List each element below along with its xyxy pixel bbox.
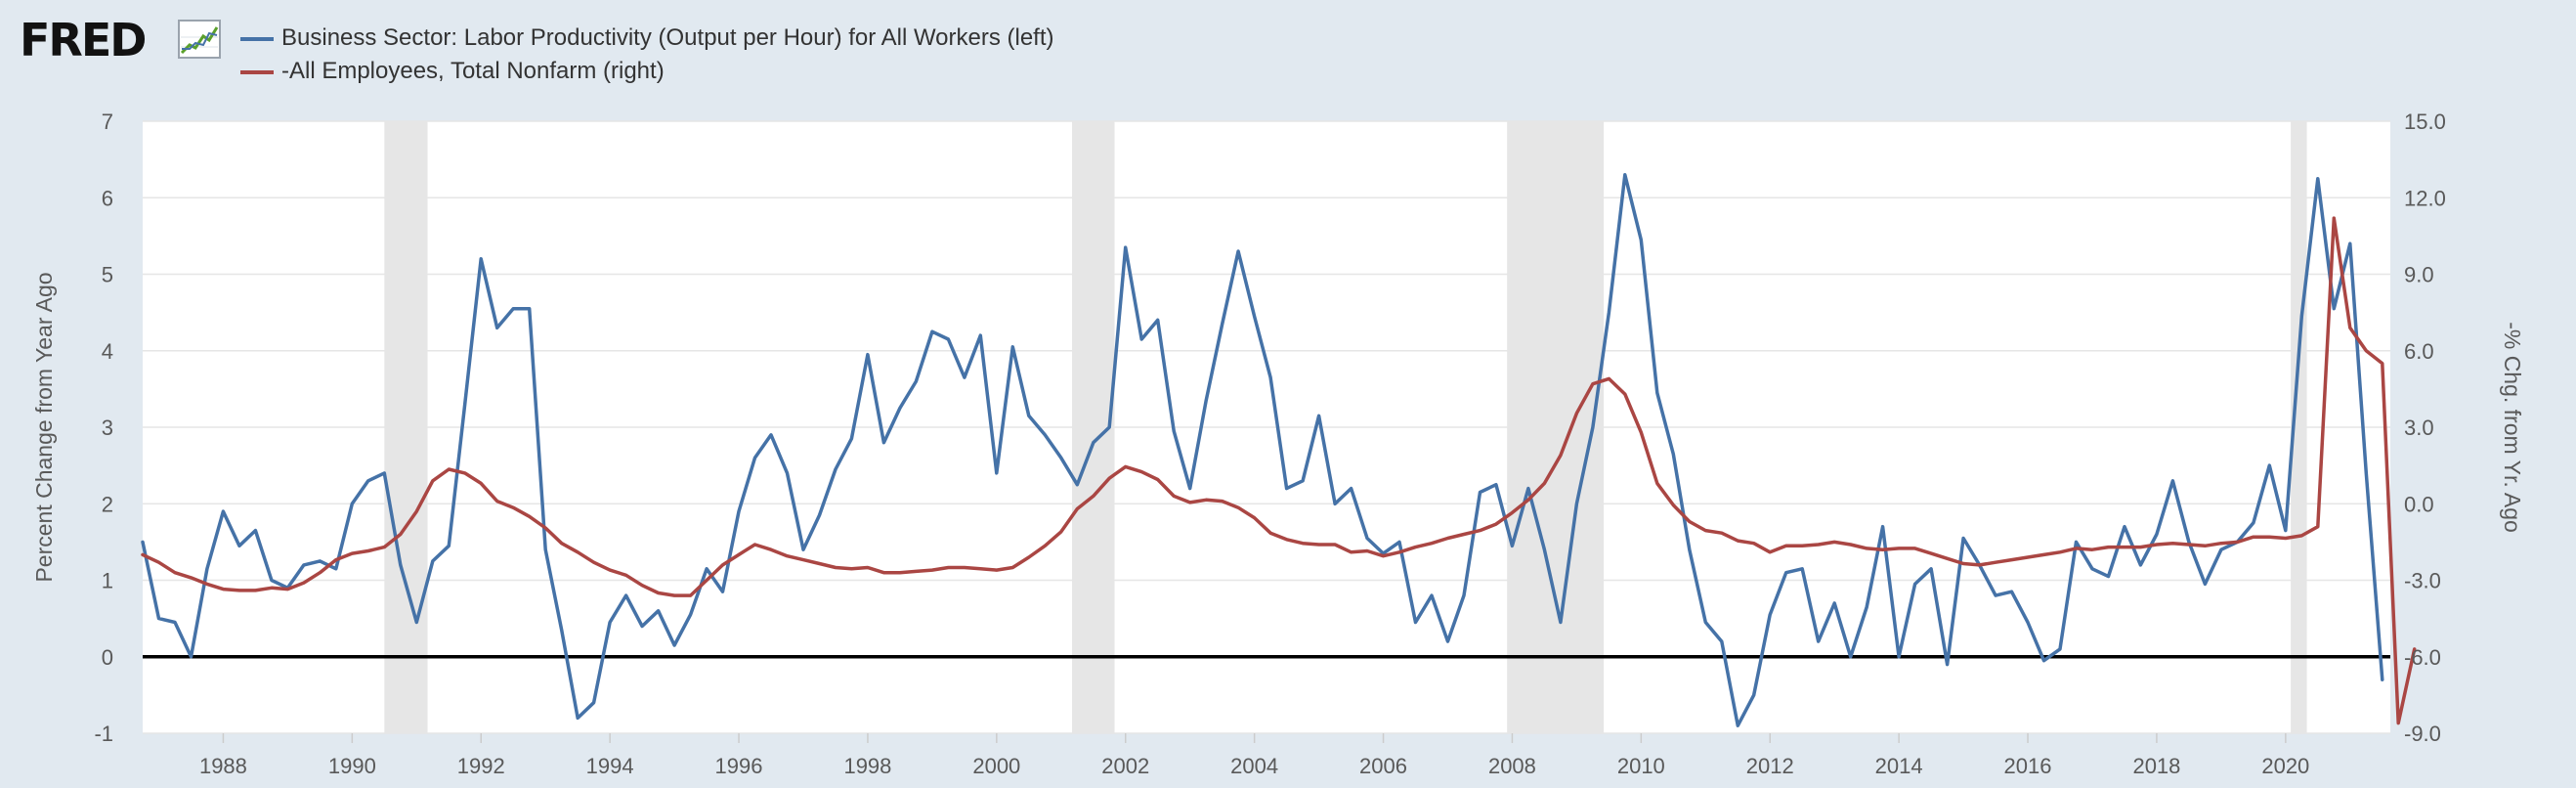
x-tick-label: 2002 — [1101, 754, 1149, 778]
y-tick-label-left: 6 — [102, 186, 113, 210]
y-tick-label-left: 1 — [102, 569, 113, 593]
chart-header: FRED Business Sector: Labor Productivity… — [0, 0, 2576, 108]
y-tick-label-left: 7 — [102, 109, 113, 134]
y-tick-label-right: -6.0 — [2404, 645, 2441, 670]
x-tick-label: 1990 — [328, 754, 376, 778]
x-tick-label: 2020 — [2261, 754, 2309, 778]
x-tick-label: 2010 — [1617, 754, 1665, 778]
series-line-productivity[interactable] — [141, 173, 2384, 727]
y-tick-label-left: 2 — [102, 492, 113, 516]
x-tick-label: 2018 — [2132, 754, 2180, 778]
y-tick-label-right: 15.0 — [2404, 109, 2446, 134]
x-tick-label: 2004 — [1230, 754, 1278, 778]
fred-logo-text: FRED — [20, 14, 147, 66]
x-tick-label: 2016 — [2004, 754, 2052, 778]
x-tick-label: 1994 — [586, 754, 634, 778]
line-chart-icon — [178, 20, 221, 59]
y-tick-label-left: 5 — [102, 263, 113, 287]
x-tick-label: 1988 — [199, 754, 247, 778]
x-tick-label: 2000 — [972, 754, 1020, 778]
legend-label-productivity: Business Sector: Labor Productivity (Out… — [281, 24, 1054, 51]
y-tick-label-left: 0 — [102, 645, 113, 670]
x-tick-label: 2008 — [1488, 754, 1536, 778]
y-tick-label-right: -9.0 — [2404, 722, 2441, 746]
y-tick-label-right: 12.0 — [2404, 186, 2446, 210]
y-tick-label-right: 9.0 — [2404, 263, 2434, 287]
fred-logo[interactable]: FRED — [20, 14, 225, 66]
y-axis-title-right: -% Chg. from Yr. Ago — [2500, 322, 2525, 533]
x-tick-label: 2006 — [1359, 754, 1407, 778]
legend-swatch-nonfarm — [240, 70, 274, 74]
y-tick-label-left: -1 — [94, 722, 113, 746]
x-tick-label: 1992 — [457, 754, 505, 778]
x-tick-label: 1996 — [715, 754, 763, 778]
y-tick-label-right: -3.0 — [2404, 569, 2441, 593]
legend-swatch-productivity — [240, 37, 274, 41]
x-tick-label: 1998 — [843, 754, 891, 778]
y-tick-label-right: 0.0 — [2404, 492, 2434, 516]
legend-label-nonfarm: -All Employees, Total Nonfarm (right) — [281, 58, 665, 84]
y-tick-label-left: 3 — [102, 416, 113, 440]
y-axis-title-left: Percent Change from Year Ago — [31, 272, 57, 582]
series-line-nonfarm[interactable] — [141, 216, 2417, 725]
y-tick-label-right: 3.0 — [2404, 416, 2434, 440]
y-tick-label-left: 4 — [102, 339, 113, 364]
y-tick-label-right: 6.0 — [2404, 339, 2434, 364]
x-tick-label: 2012 — [1746, 754, 1794, 778]
x-tick-label: 2014 — [1875, 754, 1923, 778]
